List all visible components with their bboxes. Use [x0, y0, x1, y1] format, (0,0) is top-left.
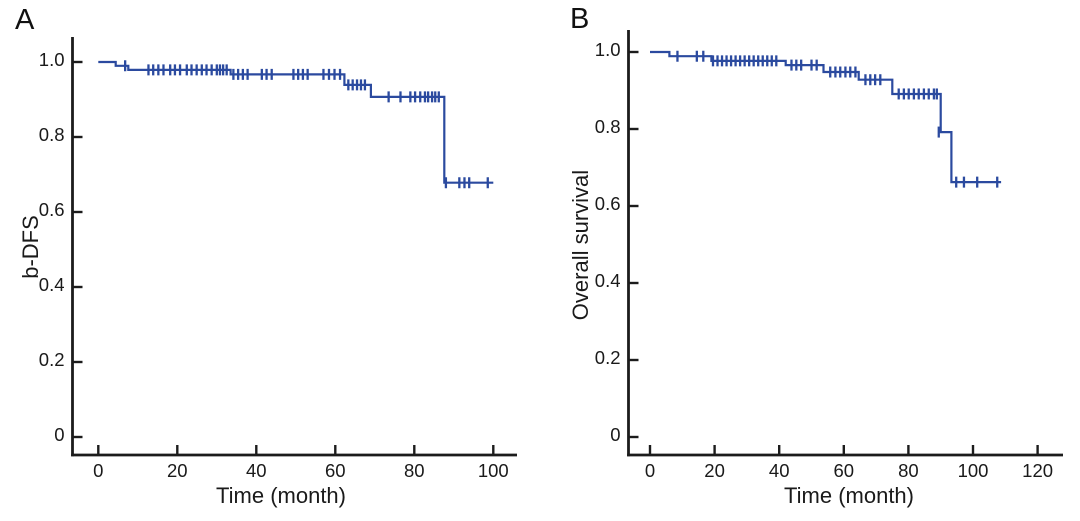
- y-tick-label: 0.4: [39, 274, 65, 295]
- survival-step-curve: [98, 60, 494, 184]
- x-tick-label: 60: [325, 460, 346, 481]
- panel-a-x-axis-title: Time (month): [216, 483, 346, 508]
- x-tick-label: 0: [93, 460, 103, 481]
- x-tick-label: 80: [898, 460, 919, 481]
- y-tick-label: 0.6: [595, 193, 621, 214]
- x-tick-label: 80: [404, 460, 425, 481]
- y-tick-label: 0.2: [39, 349, 65, 370]
- y-tick-label: 0: [54, 424, 64, 445]
- panel-b-x-axis-title: Time (month): [784, 483, 914, 508]
- y-tick-label: 0.4: [595, 270, 621, 291]
- y-tick-label: 0.8: [39, 124, 65, 145]
- y-tick-label: 1.0: [39, 49, 65, 70]
- y-tick-label: 0.2: [595, 347, 621, 368]
- panel-b-letter: B: [570, 3, 590, 35]
- x-tick-label: 0: [645, 460, 655, 481]
- x-tick-label: 20: [704, 460, 725, 481]
- panel-a-plot: 0 20 40 60 80 100 0 0.2 0.4 0.6 0.8 1.0: [39, 37, 517, 481]
- x-tick-label: 100: [958, 460, 989, 481]
- y-tick-label: 0: [610, 424, 620, 445]
- survival-step-curve: [650, 50, 1002, 184]
- y-tick-label: 0.6: [39, 199, 65, 220]
- y-tick-label: 0.8: [595, 116, 621, 137]
- x-tick-label: 60: [834, 460, 855, 481]
- x-tick-label: 120: [1022, 460, 1053, 481]
- panel-b-plot: 0 20 40 60 80 100 120 0 0.2 0.4 0.6 0.8 1.0: [595, 30, 1063, 481]
- censor-marks: [676, 50, 999, 188]
- x-tick-label: 100: [478, 460, 509, 481]
- x-tick-label: 40: [246, 460, 267, 481]
- y-tick-label: 1.0: [595, 39, 621, 60]
- panel-a-letter: A: [15, 4, 35, 36]
- censor-marks: [124, 60, 489, 189]
- x-tick-label: 40: [769, 460, 790, 481]
- x-tick-label: 20: [167, 460, 188, 481]
